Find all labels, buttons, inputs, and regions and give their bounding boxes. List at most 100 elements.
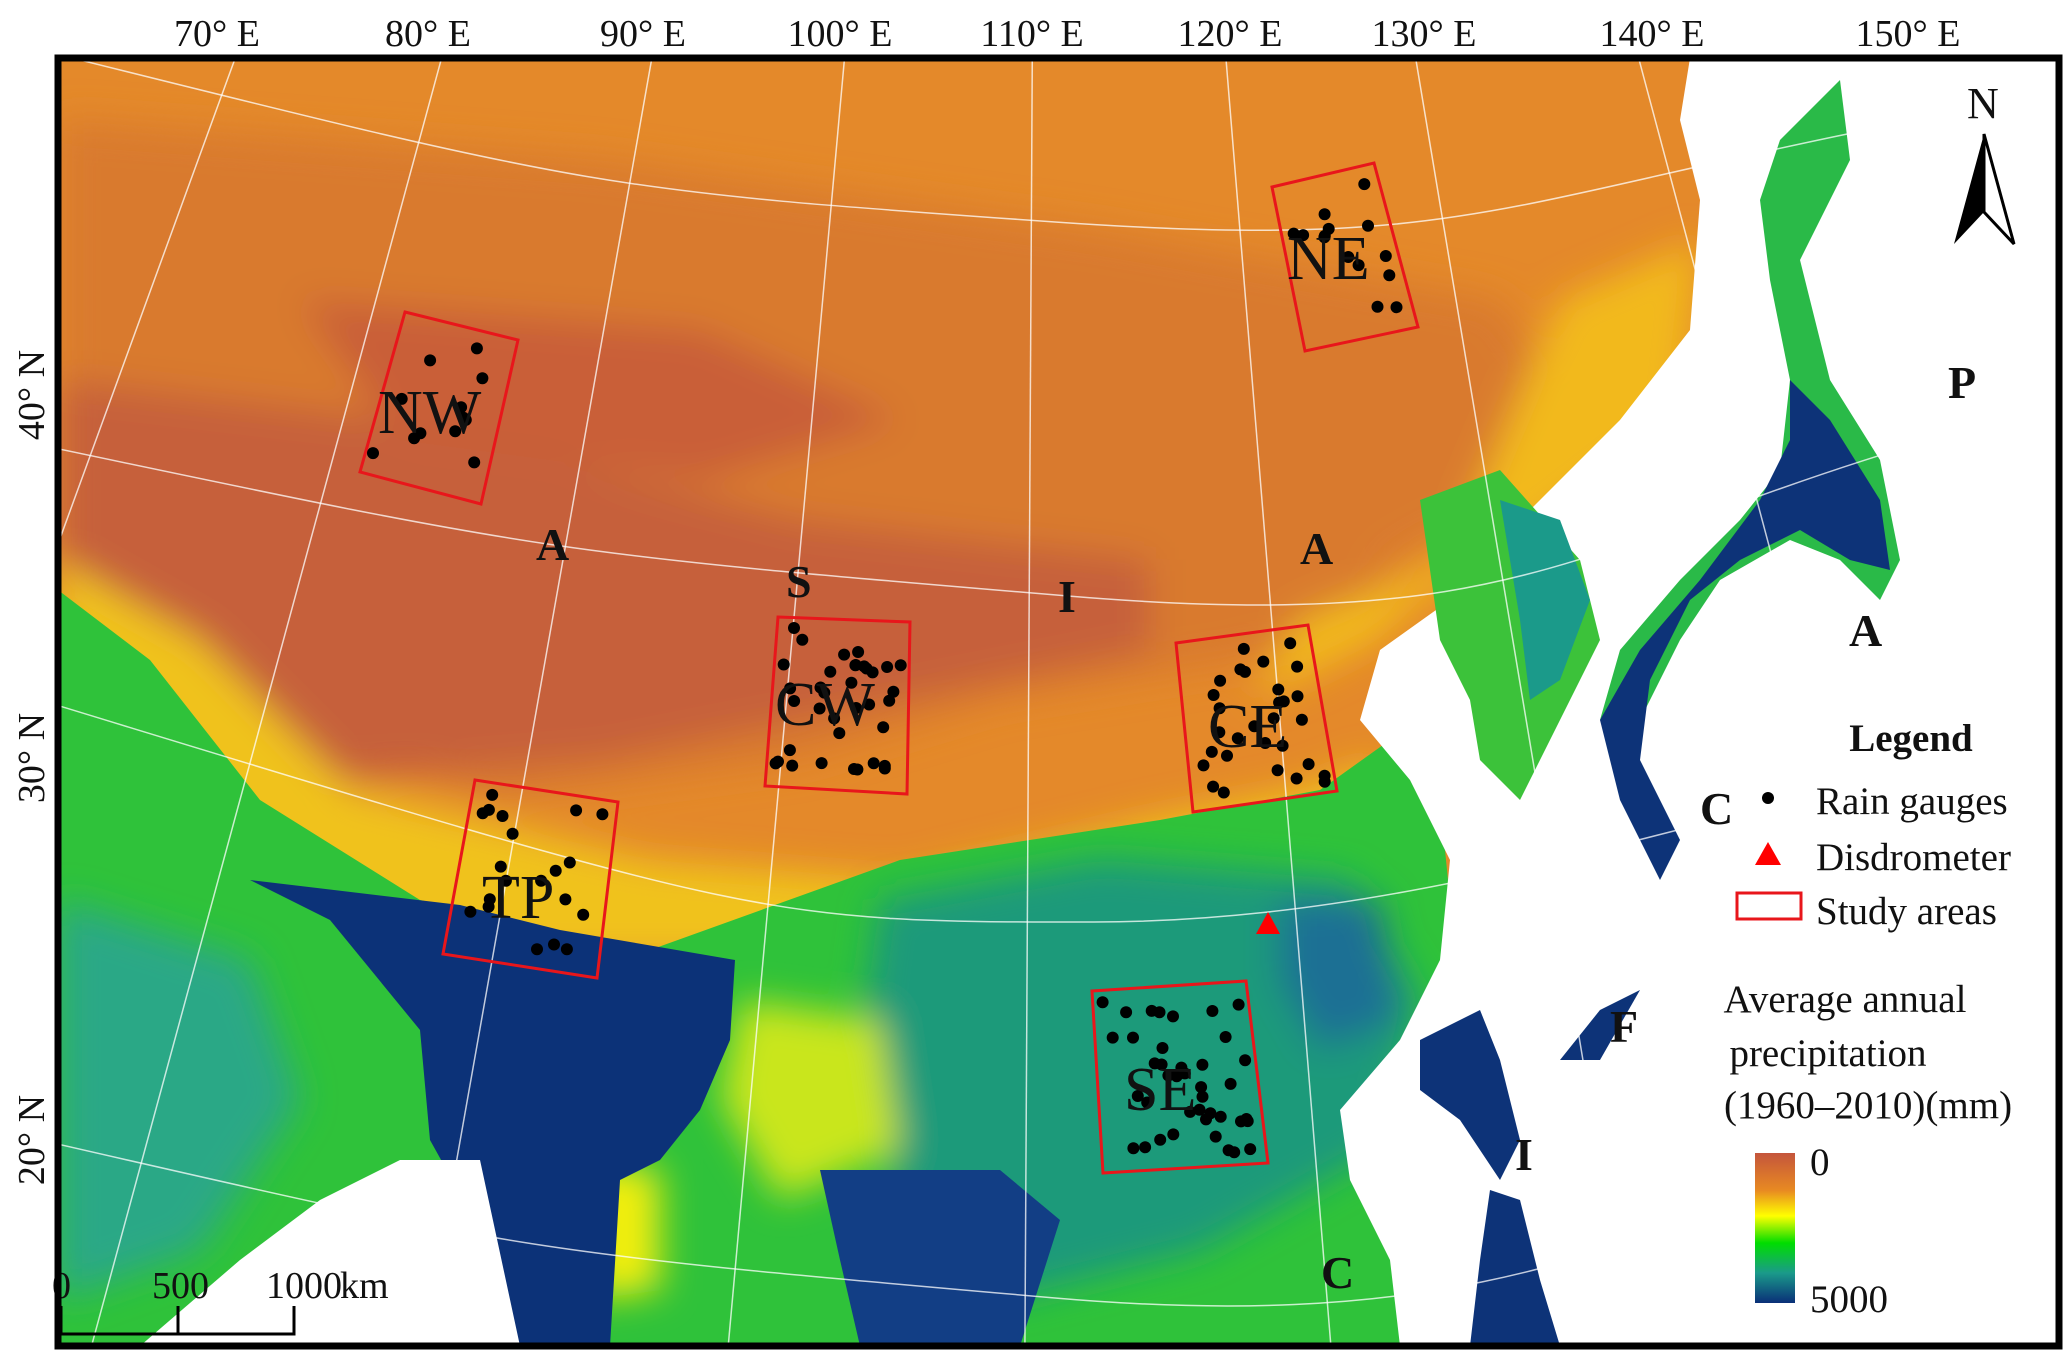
rain-gauge: [1239, 1054, 1252, 1067]
meridian-line: [90, 58, 443, 1346]
rain-gauge: [1352, 259, 1365, 272]
colorbar-title-line: precipitation: [1729, 1032, 1926, 1075]
study-area-ne: [1270, 161, 1420, 353]
rain-gauge: [1219, 1031, 1232, 1043]
meridian-line: [1888, 58, 2059, 508]
colorbar: [1755, 1153, 1795, 1303]
rain-gauge: [1342, 251, 1355, 263]
rain-gauge: [786, 759, 799, 772]
parallel-line: [58, 404, 2059, 606]
rain-gauge: [1248, 720, 1261, 733]
rain-gauge: [1154, 1133, 1167, 1146]
rain-gauge: [455, 401, 468, 414]
region-label-nw: NW: [378, 379, 482, 447]
colorbar-max-label: 5000: [1810, 1278, 1888, 1321]
study-area-se: [1090, 979, 1270, 1175]
rain-gauge: [1214, 674, 1227, 687]
disdrometer-symbol: [1755, 842, 1781, 865]
rain-gauge: [459, 413, 472, 426]
rain-gauge: [1228, 1146, 1241, 1159]
rain-gauges-layer: [367, 178, 1403, 1159]
rain-gauge: [1131, 1090, 1144, 1102]
rain-gauge: [1295, 713, 1308, 726]
latitude-label: 20° N: [11, 1095, 53, 1185]
rain-gauge: [796, 633, 809, 646]
rain-gauge: [845, 676, 858, 689]
region-label-ce: CE: [1208, 693, 1287, 761]
longitude-label: 130° E: [1372, 13, 1477, 55]
rain-gauge: [1297, 229, 1310, 242]
rain-gauge: [476, 372, 489, 385]
meridian-line: [1414, 58, 1632, 1346]
rain-gauge: [1232, 998, 1245, 1011]
rain-gauge: [468, 456, 481, 469]
study-area-cw: [763, 615, 912, 796]
rain-gauge: [486, 788, 499, 801]
longitude-label: 100° E: [788, 13, 893, 55]
rain-gauge: [577, 908, 590, 921]
rain-gauge: [470, 342, 483, 355]
pacific-letter: C: [1700, 783, 1733, 834]
longitude-labels: 70° E 80° E 90° E 100° E 110° E 120° E 1…: [174, 13, 1960, 55]
rain-gauge: [482, 803, 495, 816]
north-arrow-label: N: [1967, 79, 1999, 128]
rain-gauge: [367, 447, 379, 460]
north-arrow: N: [1954, 79, 2016, 246]
rain-gauge: [878, 762, 891, 775]
rain-gauge: [877, 721, 890, 734]
rain-gauge: [1127, 1031, 1139, 1044]
rain-gauge: [1139, 1141, 1152, 1154]
asia-letter: A: [536, 519, 569, 570]
scale-label: 1000: [266, 1265, 342, 1307]
rain-gauge: [1207, 689, 1220, 701]
rain-gauge: [1291, 660, 1304, 673]
rain-gauge: [852, 646, 865, 658]
rain-gauge: [560, 943, 573, 956]
rain-gauge: [1195, 1081, 1208, 1094]
rain-gauge: [1272, 683, 1285, 696]
rain-gauge: [1221, 749, 1233, 762]
rain-gauge: [1267, 712, 1280, 725]
legend-item-disdrometer: Disdrometer: [1816, 836, 2011, 879]
rain-gauge: [1184, 1105, 1197, 1118]
rain-gauge: [1167, 1010, 1179, 1023]
study-area-symbol: [1735, 891, 1803, 921]
meridian-line: [1225, 58, 1332, 1346]
rain-gauge: [499, 874, 512, 887]
asia-letter: A: [1300, 523, 1333, 574]
rain-gauge: [788, 695, 801, 707]
rain-gauge: [1196, 1090, 1209, 1103]
rain-gauge: [1358, 178, 1371, 191]
legend-item-study-areas: Study areas: [1816, 890, 1997, 933]
rain-gauge: [1193, 1103, 1206, 1116]
rain-gauge: [833, 727, 846, 740]
rain-gauge: [1231, 732, 1244, 745]
legend-item-rain-gauges: Rain gauges: [1816, 780, 2008, 823]
region-label-cw: CW: [775, 671, 875, 739]
rain-gauge: [1162, 1069, 1175, 1082]
longitude-label: 70° E: [174, 13, 260, 55]
rain-gauge: [1167, 1128, 1180, 1141]
rain-gauge: [777, 658, 790, 671]
rain-gauge: [1290, 772, 1303, 785]
longitude-label: 120° E: [1178, 13, 1283, 55]
legend: Legend Rain gauges Disdrometer Study are…: [1724, 717, 2013, 1321]
rain-gauge: [1206, 1005, 1219, 1017]
rain-gauge: [1148, 1057, 1161, 1070]
rain-gauge: [813, 702, 826, 715]
region-label-ne: NE: [1287, 225, 1370, 293]
colorbar-min-label: 0: [1810, 1141, 1830, 1184]
rain-gauge: [414, 427, 427, 440]
rain-gauge: [881, 661, 894, 673]
rain-gauge: [1214, 1110, 1227, 1123]
longitude-label: 80° E: [385, 13, 471, 55]
rain-gauge: [1244, 1143, 1257, 1156]
rain-gauge: [483, 893, 496, 906]
rain-gauge: [1213, 702, 1226, 715]
rain-gauge: [531, 943, 543, 956]
region-labels: NW NE CW CE TP SE: [378, 225, 1370, 1124]
rain-gauge: [866, 666, 879, 679]
rain-gauge: [570, 804, 583, 817]
rain-gauge: [867, 757, 880, 770]
